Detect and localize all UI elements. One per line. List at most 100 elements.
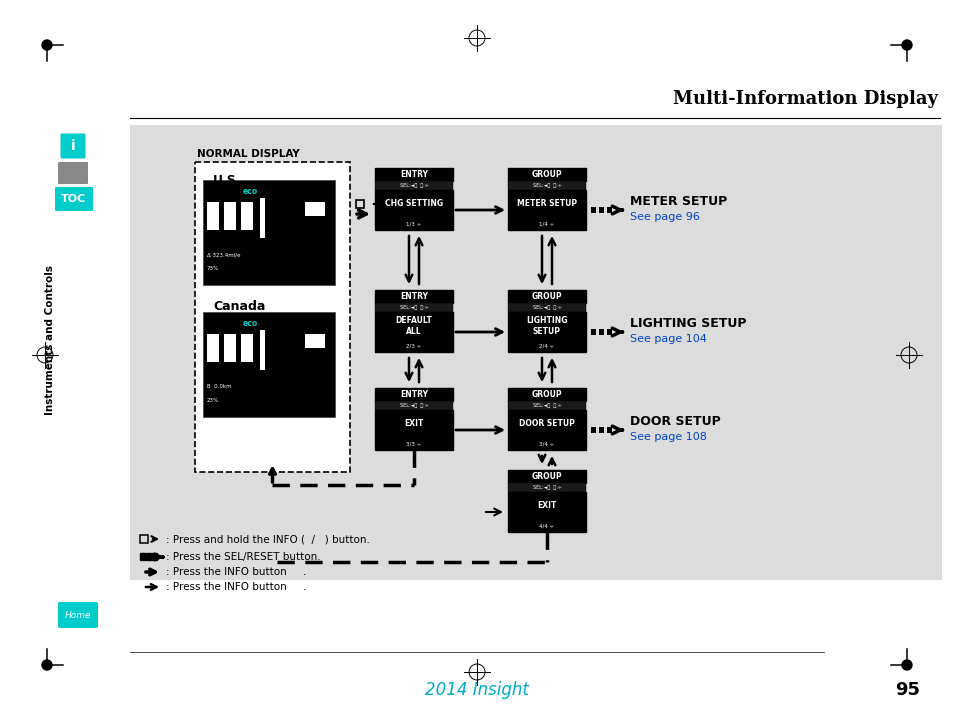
Text: TOC: TOC xyxy=(61,194,87,204)
Text: Canada: Canada xyxy=(213,300,265,313)
Text: SEL:◄⯈  ⓮:÷: SEL:◄⯈ ⓮:÷ xyxy=(532,183,561,188)
Text: GROUP: GROUP xyxy=(531,390,561,399)
Bar xyxy=(375,312,453,352)
Text: Δ 323.4mi/e: Δ 323.4mi/e xyxy=(207,253,240,258)
Bar xyxy=(507,410,585,450)
Bar xyxy=(507,492,585,532)
Text: 4/4 ÷: 4/4 ÷ xyxy=(538,523,554,528)
FancyBboxPatch shape xyxy=(60,133,86,158)
Text: 1/4 ÷: 1/4 ÷ xyxy=(538,222,554,226)
Bar xyxy=(507,388,585,401)
Bar xyxy=(203,312,335,417)
Bar xyxy=(305,334,325,348)
Bar xyxy=(590,207,596,213)
Bar xyxy=(241,202,253,230)
Bar xyxy=(590,427,596,433)
Circle shape xyxy=(42,40,52,50)
Bar xyxy=(130,125,941,580)
Bar xyxy=(375,388,453,401)
Bar xyxy=(507,190,585,230)
Circle shape xyxy=(42,660,52,670)
Text: 2014 Insight: 2014 Insight xyxy=(425,681,528,699)
FancyBboxPatch shape xyxy=(58,602,98,628)
Bar xyxy=(146,553,151,560)
Bar xyxy=(224,202,235,230)
Bar xyxy=(598,329,603,335)
Text: LIGHTING SETUP: LIGHTING SETUP xyxy=(629,317,745,330)
Text: See page 96: See page 96 xyxy=(629,212,700,222)
Bar xyxy=(606,207,612,213)
Text: CHG SETTING: CHG SETTING xyxy=(384,200,442,209)
Text: i: i xyxy=(71,139,75,153)
FancyBboxPatch shape xyxy=(58,162,88,184)
Circle shape xyxy=(901,660,911,670)
Bar xyxy=(203,180,335,285)
Bar xyxy=(507,303,585,312)
Text: EXIT: EXIT xyxy=(404,420,423,429)
Bar xyxy=(507,483,585,492)
Bar xyxy=(590,329,596,335)
Text: SEL:◄⯈  ⓮:÷: SEL:◄⯈ ⓮:÷ xyxy=(399,183,428,188)
Bar xyxy=(375,401,453,410)
Text: GROUP: GROUP xyxy=(531,170,561,179)
Text: LIGHTING
SETUP: LIGHTING SETUP xyxy=(526,316,567,336)
Text: GROUP: GROUP xyxy=(531,292,561,301)
Text: DEFAULT
ALL: DEFAULT ALL xyxy=(395,316,432,336)
Text: 23%: 23% xyxy=(207,398,219,403)
Text: eco: eco xyxy=(242,320,257,329)
Text: eco: eco xyxy=(242,187,257,197)
Bar xyxy=(207,334,219,362)
Text: ENTRY: ENTRY xyxy=(399,170,428,179)
Bar xyxy=(507,290,585,303)
Text: 3/3 ÷: 3/3 ÷ xyxy=(406,442,421,447)
Text: : Press the INFO button     .: : Press the INFO button . xyxy=(166,567,306,577)
Text: SEL:◄⯈  ⓮:÷: SEL:◄⯈ ⓮:÷ xyxy=(532,485,561,490)
Text: Multi-Information Display: Multi-Information Display xyxy=(672,90,937,108)
Bar xyxy=(305,202,325,216)
Text: 95: 95 xyxy=(894,681,919,699)
FancyBboxPatch shape xyxy=(55,187,92,211)
Text: ENTRY: ENTRY xyxy=(399,390,428,399)
Bar xyxy=(260,198,265,238)
Bar xyxy=(507,168,585,181)
Text: 73%: 73% xyxy=(207,266,219,271)
Bar xyxy=(375,190,453,230)
Bar xyxy=(507,312,585,352)
Text: ENTRY: ENTRY xyxy=(399,292,428,301)
Bar xyxy=(375,181,453,190)
Bar xyxy=(224,334,235,362)
Bar xyxy=(194,162,350,472)
Text: SEL:◄⯈  ⓮:÷: SEL:◄⯈ ⓮:÷ xyxy=(399,305,428,310)
Text: U.S.: U.S. xyxy=(213,174,241,187)
Text: 3/4 ÷: 3/4 ÷ xyxy=(538,442,554,447)
Text: DOOR SETUP: DOOR SETUP xyxy=(629,415,720,428)
Text: SEL:◄⯈  ⓮:÷: SEL:◄⯈ ⓮:÷ xyxy=(532,403,561,408)
Bar xyxy=(507,401,585,410)
Text: See page 104: See page 104 xyxy=(629,334,706,344)
Bar xyxy=(140,535,148,543)
Text: : Press the SEL/RESET button.: : Press the SEL/RESET button. xyxy=(166,552,320,562)
Bar xyxy=(355,200,364,208)
Bar xyxy=(375,410,453,450)
Bar xyxy=(606,427,612,433)
Text: 2/3 ÷: 2/3 ÷ xyxy=(406,344,421,349)
Text: 1/3 ÷: 1/3 ÷ xyxy=(406,222,421,226)
Bar xyxy=(507,181,585,190)
Text: : Press the INFO button     .: : Press the INFO button . xyxy=(166,582,306,592)
Bar xyxy=(606,329,612,335)
Bar xyxy=(507,470,585,483)
Bar xyxy=(375,303,453,312)
Bar xyxy=(598,207,603,213)
Text: Instruments and Controls: Instruments and Controls xyxy=(45,265,55,415)
Text: DOOR SETUP: DOOR SETUP xyxy=(518,420,575,429)
Text: SEL:◄⯈  ⓮:÷: SEL:◄⯈ ⓮:÷ xyxy=(399,403,428,408)
Bar xyxy=(140,553,145,560)
Text: NORMAL DISPLAY: NORMAL DISPLAY xyxy=(196,149,299,159)
Bar xyxy=(241,334,253,362)
Bar xyxy=(207,202,219,230)
Text: : Press and hold the INFO (  /   ) button.: : Press and hold the INFO ( / ) button. xyxy=(166,534,370,544)
Text: METER SETUP: METER SETUP xyxy=(517,200,577,209)
Text: Home: Home xyxy=(65,611,91,620)
Text: See page 108: See page 108 xyxy=(629,432,706,442)
Text: B  0.0km: B 0.0km xyxy=(207,385,232,390)
